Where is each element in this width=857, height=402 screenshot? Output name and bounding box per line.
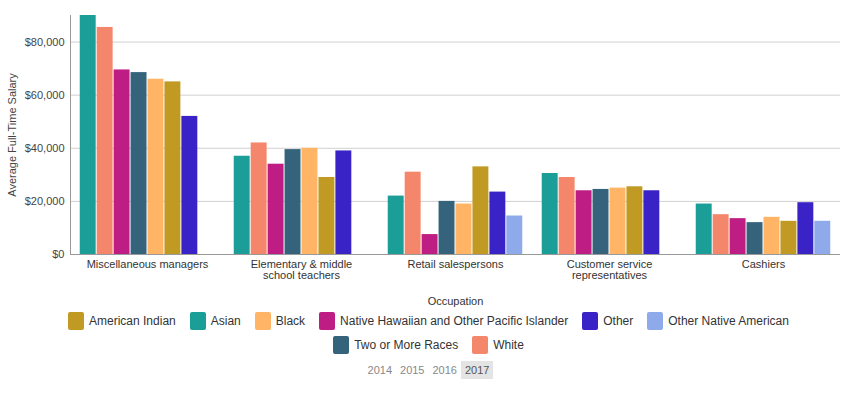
svg-text:$0: $0 (52, 248, 64, 260)
svg-text:Miscellaneous managers: Miscellaneous managers (87, 258, 209, 270)
html-text:Other Native American: Other Native American (668, 314, 789, 328)
svg-text:Average Full-Time Salary: Average Full-Time Salary (6, 73, 18, 197)
html-text:Other: Other (603, 314, 634, 328)
html-text:2014: 2014 (367, 364, 392, 376)
svg-text:$80,000: $80,000 (25, 36, 65, 48)
svg-text:$20,000: $20,000 (25, 195, 65, 207)
svg-text:Occupation: Occupation (428, 295, 484, 307)
svg-text:Customer servicerepresentative: Customer servicerepresentatives (567, 258, 653, 281)
html-text:White: White (493, 338, 524, 352)
svg-text:Elementary & middleschool teac: Elementary & middleschool teachers (251, 258, 353, 281)
html-text:American Indian: American Indian (89, 314, 176, 328)
html-text:Two or More Races: Two or More Races (354, 338, 459, 352)
html-text:2015: 2015 (400, 364, 425, 376)
svg-text:Retail salespersons: Retail salespersons (408, 258, 504, 270)
svg-text:$60,000: $60,000 (25, 89, 65, 101)
html-text:2016: 2016 (432, 364, 457, 376)
html-text:2017: 2017 (465, 364, 490, 376)
svg-text:$40,000: $40,000 (25, 142, 65, 154)
html-text:Asian: Asian (210, 314, 241, 328)
html-text:Native Hawaiian and Other Paci: Native Hawaiian and Other Pacific Island… (340, 314, 569, 328)
svg-text:Cashiers: Cashiers (742, 258, 786, 270)
html-text:Black: Black (275, 314, 306, 328)
